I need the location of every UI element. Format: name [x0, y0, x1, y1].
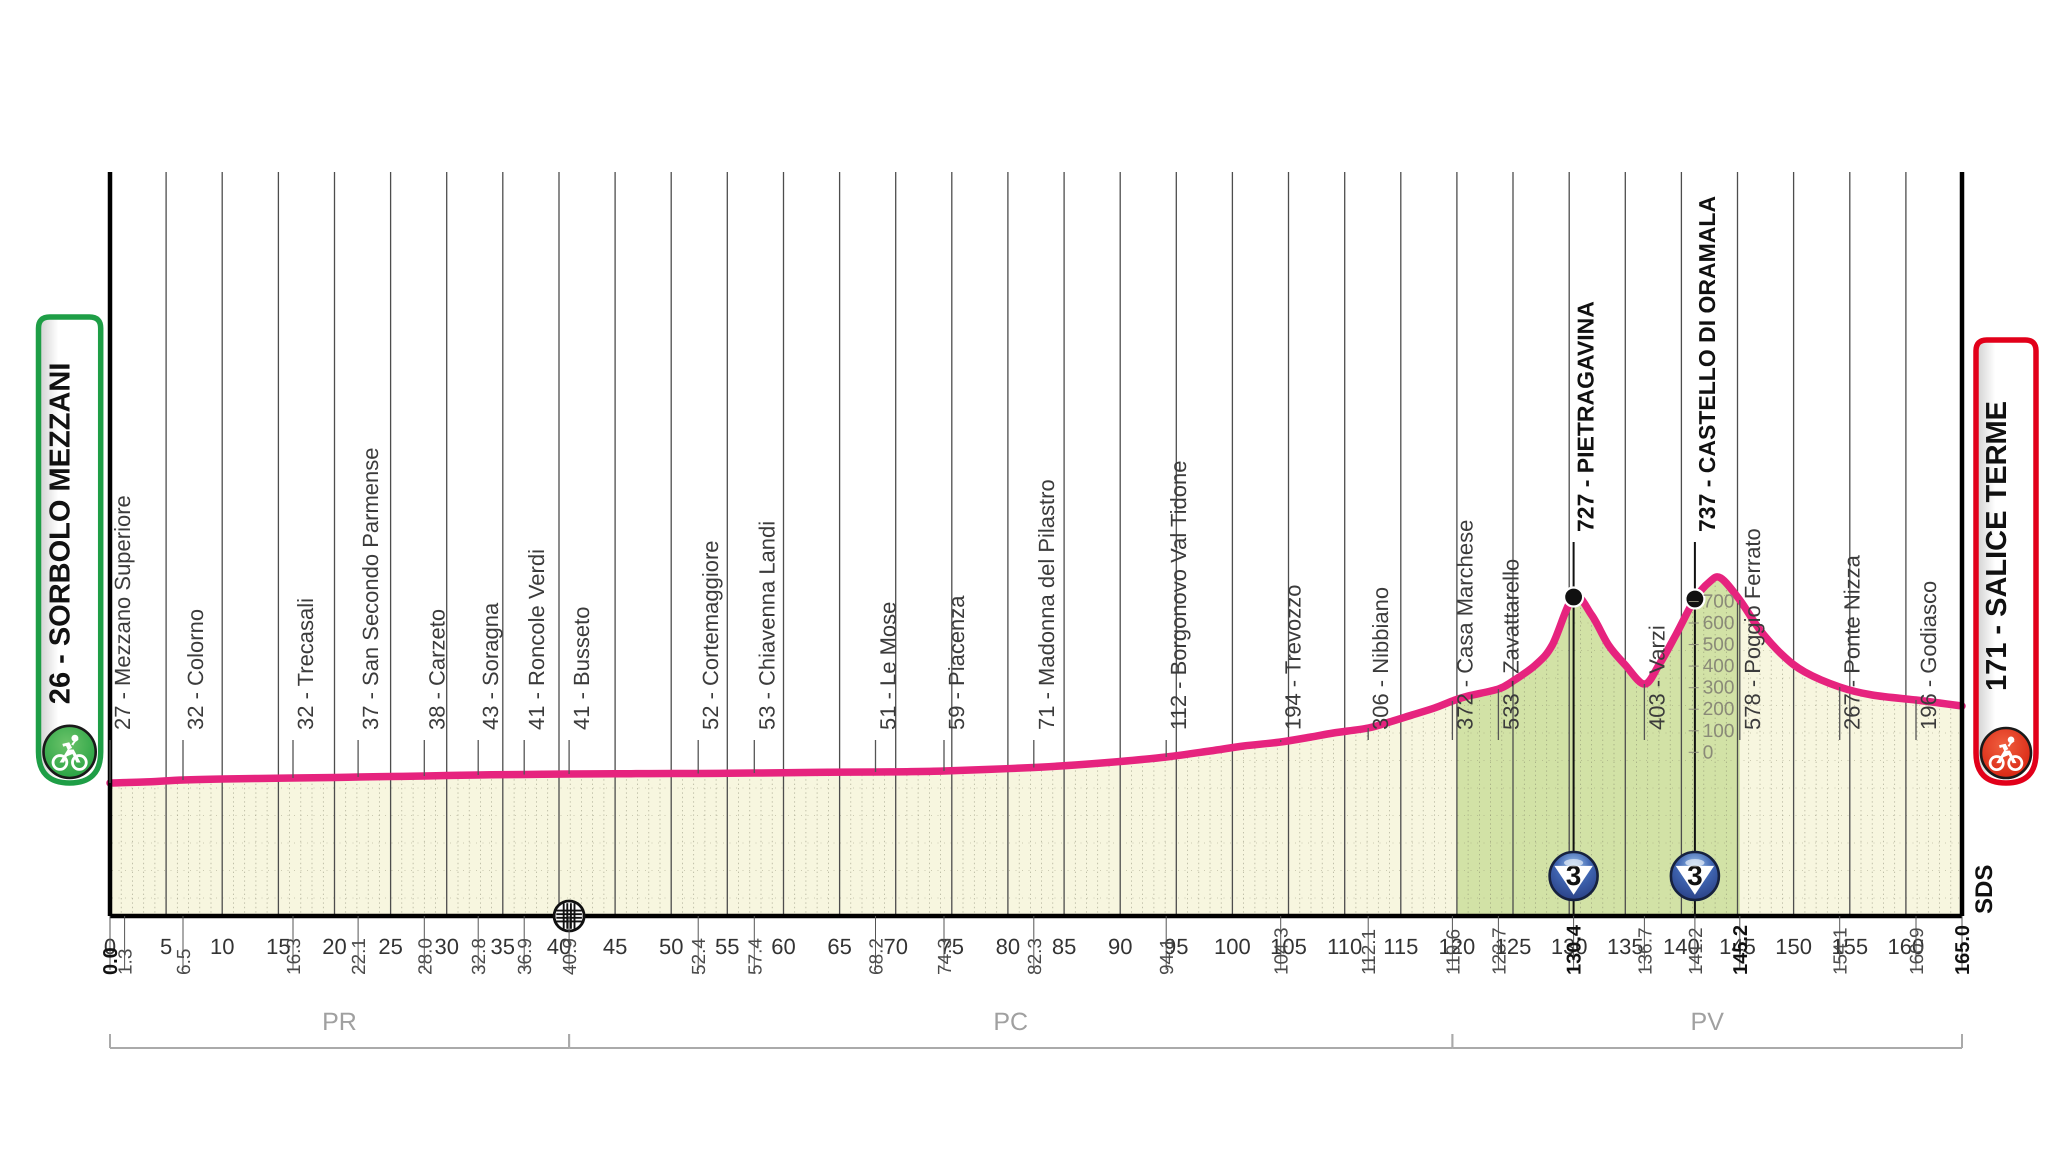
svg-text:59 - Piacenza: 59 - Piacenza	[944, 595, 969, 730]
svg-text:0: 0	[1703, 742, 1714, 763]
svg-text:1.3: 1.3	[116, 949, 137, 975]
svg-text:51 - Le Mose: 51 - Le Mose	[876, 602, 901, 730]
svg-text:41 - Busseto: 41 - Busseto	[569, 606, 594, 730]
svg-text:727 - PIETRAGAVINA: 727 - PIETRAGAVINA	[1573, 301, 1599, 532]
svg-text:40.9: 40.9	[560, 938, 581, 975]
svg-text:41 - Roncole Verdi: 41 - Roncole Verdi	[524, 549, 549, 730]
svg-text:171 - SALICE TERME: 171 - SALICE TERME	[1981, 401, 2013, 691]
svg-text:110: 110	[1327, 934, 1362, 959]
svg-text:43 - Soragna: 43 - Soragna	[478, 602, 503, 730]
svg-text:533 - Zavattarello: 533 - Zavattarello	[1498, 559, 1523, 730]
svg-text:112 - Borgonovo Val Tidone: 112 - Borgonovo Val Tidone	[1166, 461, 1191, 730]
svg-text:194 - Trevozzo: 194 - Trevozzo	[1281, 584, 1306, 730]
svg-text:115: 115	[1383, 934, 1418, 959]
svg-text:154.1: 154.1	[1831, 927, 1852, 975]
svg-text:55: 55	[715, 934, 739, 959]
svg-text:141.2: 141.2	[1686, 927, 1707, 975]
svg-text:25: 25	[378, 934, 402, 959]
svg-text:196 - Godiasco: 196 - Godiasco	[1916, 581, 1941, 730]
svg-text:700: 700	[1703, 592, 1735, 613]
svg-text:32 - Trecasali: 32 - Trecasali	[293, 598, 318, 730]
svg-text:65: 65	[827, 934, 851, 959]
svg-text:PR: PR	[322, 1008, 357, 1036]
svg-text:32 - Colorno: 32 - Colorno	[183, 609, 208, 730]
svg-text:94.1: 94.1	[1157, 938, 1178, 975]
svg-text:5: 5	[160, 934, 172, 959]
svg-text:100: 100	[1214, 934, 1251, 959]
svg-text:45: 45	[603, 934, 627, 959]
svg-text:100: 100	[1703, 721, 1735, 742]
svg-text:112.1: 112.1	[1359, 929, 1380, 975]
svg-text:136.7: 136.7	[1635, 927, 1656, 975]
svg-text:130.4: 130.4	[1564, 924, 1586, 975]
svg-text:500: 500	[1703, 635, 1735, 656]
svg-text:80: 80	[996, 934, 1020, 959]
svg-text:6.5: 6.5	[174, 949, 195, 975]
svg-text:53 - Chiavenna Landi: 53 - Chiavenna Landi	[754, 521, 779, 730]
svg-text:SDS: SDS	[1971, 865, 1998, 914]
svg-text:38 - Carzeto: 38 - Carzeto	[424, 609, 449, 730]
svg-text:123.7: 123.7	[1489, 927, 1510, 975]
svg-text:119.6: 119.6	[1443, 929, 1464, 975]
svg-text:52.4: 52.4	[689, 938, 710, 975]
svg-text:36.9: 36.9	[515, 938, 536, 975]
svg-text:32.8: 32.8	[469, 938, 490, 975]
svg-text:145.2: 145.2	[1730, 925, 1752, 975]
svg-text:372 - Casa Marchese: 372 - Casa Marchese	[1452, 520, 1477, 730]
svg-text:50: 50	[659, 934, 683, 959]
svg-text:10: 10	[210, 934, 234, 959]
svg-text:150: 150	[1775, 934, 1812, 959]
svg-text:57.4: 57.4	[745, 938, 766, 975]
svg-text:160.9: 160.9	[1907, 927, 1928, 975]
svg-text:578 - Poggio Ferrato: 578 - Poggio Ferrato	[1740, 528, 1765, 730]
svg-text:28.0: 28.0	[415, 938, 436, 975]
svg-text:403 - Varzi: 403 - Varzi	[1644, 625, 1669, 730]
svg-text:306 - Nibbiano: 306 - Nibbiano	[1368, 587, 1393, 730]
svg-text:90: 90	[1108, 934, 1132, 959]
svg-text:22.1: 22.1	[349, 938, 370, 975]
svg-text:37 - San Secondo Parmense: 37 - San Secondo Parmense	[358, 447, 383, 730]
svg-text:267 - Ponte Nizza: 267 - Ponte Nizza	[1840, 554, 1865, 730]
svg-text:PC: PC	[993, 1008, 1028, 1036]
svg-text:30: 30	[434, 934, 458, 959]
svg-text:52 - Cortemaggiore: 52 - Cortemaggiore	[698, 540, 723, 730]
svg-text:74.3: 74.3	[935, 938, 956, 975]
svg-text:35: 35	[491, 934, 515, 959]
svg-text:68.2: 68.2	[867, 938, 888, 975]
svg-text:82.3: 82.3	[1025, 938, 1046, 975]
svg-text:85: 85	[1052, 934, 1076, 959]
svg-text:165.0: 165.0	[1952, 925, 1974, 975]
svg-text:104.3: 104.3	[1272, 927, 1293, 975]
svg-text:PV: PV	[1691, 1008, 1725, 1036]
svg-text:16.3: 16.3	[284, 938, 305, 975]
svg-text:300: 300	[1703, 678, 1735, 699]
svg-text:200: 200	[1703, 699, 1735, 720]
svg-text:27 - Mezzano Superiore: 27 - Mezzano Superiore	[110, 495, 135, 730]
svg-text:60: 60	[771, 934, 795, 959]
svg-text:600: 600	[1703, 613, 1735, 634]
svg-text:737 - CASTELLO DI ORAMALA: 737 - CASTELLO DI ORAMALA	[1694, 196, 1720, 532]
svg-text:400: 400	[1703, 656, 1735, 677]
svg-text:71 - Madonna del Pilastro: 71 - Madonna del Pilastro	[1034, 479, 1059, 730]
svg-text:20: 20	[322, 934, 346, 959]
svg-text:26 - SORBOLO MEZZANI: 26 - SORBOLO MEZZANI	[45, 363, 77, 705]
